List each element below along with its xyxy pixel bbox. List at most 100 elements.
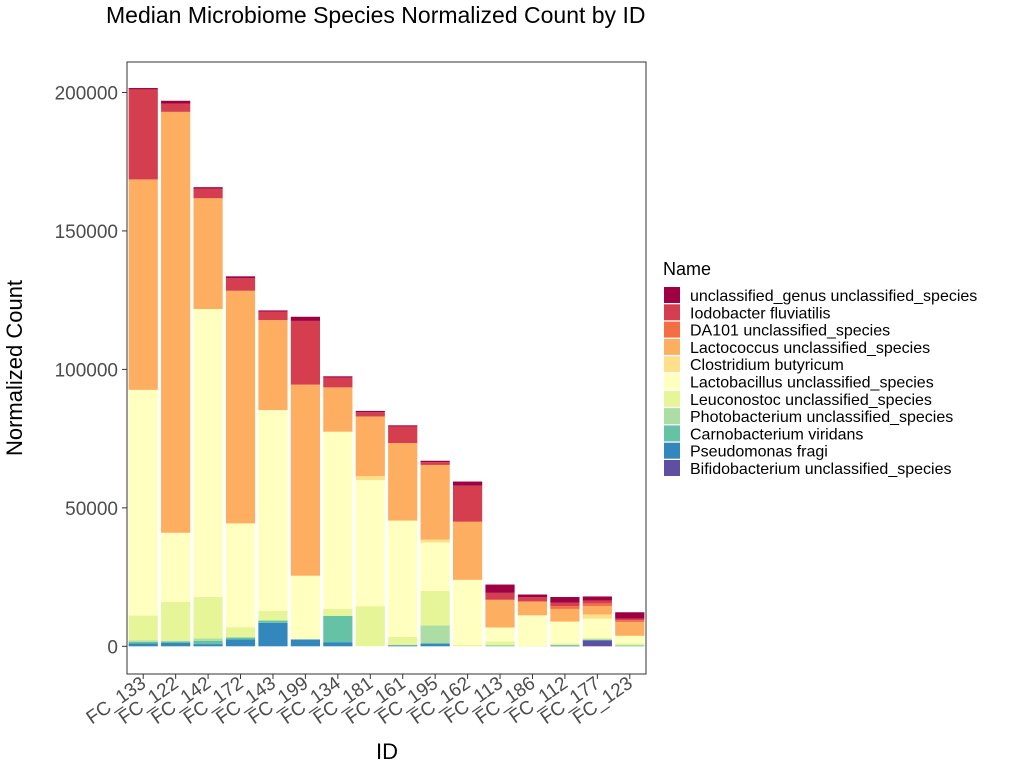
bar-segment <box>225 290 256 524</box>
legend-label: Bifidobacterium unclassified_species <box>690 461 951 478</box>
bar-segment <box>193 198 223 310</box>
bar-segment <box>420 460 450 463</box>
bar-segment <box>161 602 191 641</box>
bar-segment <box>258 311 288 321</box>
bar-segment <box>420 590 450 626</box>
bar-segment <box>355 480 385 607</box>
bar-segment <box>615 645 645 647</box>
bar-segment <box>193 644 223 647</box>
y-axis-label: Normalized Count <box>2 280 27 456</box>
legend-label: Leuconostoc unclassified_species <box>690 392 932 409</box>
bar-segment <box>225 627 256 637</box>
bar-segment <box>161 640 191 642</box>
bar-segment <box>582 639 612 641</box>
bar-segment <box>420 462 450 465</box>
bar-segment <box>582 640 612 647</box>
bar-segment <box>615 620 645 622</box>
bar-segment <box>550 621 580 622</box>
bar-segment <box>258 310 288 312</box>
bar-segment <box>355 410 385 413</box>
bar-segment <box>582 638 612 640</box>
bar-segment <box>128 640 158 642</box>
legend-label: Pseudomonas fragi <box>690 444 828 461</box>
bar-segment <box>582 618 612 638</box>
plot-panel-border <box>126 61 647 675</box>
bar-segment <box>355 606 385 647</box>
legend-key <box>664 390 680 407</box>
bar-segment <box>485 641 515 646</box>
y-axis: 0 50000 100000 150000 200000 <box>55 83 127 658</box>
bar-segment <box>128 88 158 90</box>
bar-segment <box>193 309 223 598</box>
bar-segment <box>290 320 320 385</box>
bar-segment <box>258 610 288 621</box>
bar-segment <box>258 410 288 611</box>
bar-segment <box>485 599 515 628</box>
bar-segment <box>485 592 515 600</box>
bar-segment <box>517 645 548 647</box>
bar-segment <box>453 485 483 522</box>
y-tick-label: 50000 <box>65 499 118 520</box>
legend-title: Name <box>663 259 711 279</box>
bar-segment <box>517 615 548 646</box>
bar-segment <box>161 532 191 602</box>
bar-segment <box>323 615 353 643</box>
bar-segment <box>128 389 158 616</box>
bar-segment <box>290 316 320 321</box>
bar-segment <box>550 645 580 647</box>
bar-segment <box>225 639 256 647</box>
bar-segment <box>258 620 288 623</box>
bar-segment <box>193 187 223 189</box>
bar-segment <box>225 636 256 638</box>
bar-segment <box>323 608 353 616</box>
bar-segment <box>615 635 645 644</box>
legend-key <box>664 356 680 373</box>
bar-segment <box>615 612 645 619</box>
legend-label: Clostridium butyricum <box>690 357 844 374</box>
bar-segment <box>161 111 191 533</box>
bar-segment <box>388 443 418 521</box>
bar-segment <box>161 100 191 104</box>
legend-key <box>664 304 680 321</box>
bar-segment <box>550 621 580 644</box>
bar-segment <box>420 643 450 647</box>
bar-segment <box>193 597 223 639</box>
bar-segment <box>485 627 515 642</box>
bar-segment <box>323 642 353 647</box>
bar-segment <box>388 636 418 646</box>
bar-segment <box>258 320 288 411</box>
bar-segment <box>582 603 612 607</box>
bar-segment <box>128 179 158 390</box>
bar-segment <box>128 615 158 641</box>
bar-segment <box>355 412 385 417</box>
bar-segment <box>582 606 612 615</box>
legend-key <box>664 338 680 355</box>
legend-label: Iodobacter fluviatilis <box>690 305 831 322</box>
bar-segment <box>193 188 223 199</box>
bar-segment <box>388 520 418 637</box>
bar-segment <box>615 643 645 646</box>
legend-label: DA101 unclassified_species <box>690 323 890 340</box>
bar-segment <box>161 641 191 643</box>
legend-key <box>664 460 680 476</box>
bar-segment <box>323 376 353 378</box>
bar-segment <box>420 464 450 540</box>
y-tick-label: 200000 <box>55 83 118 104</box>
bar-segment <box>290 384 320 576</box>
bar-segment <box>420 539 450 543</box>
bar-segment <box>485 584 515 593</box>
bar-segment <box>355 416 385 476</box>
y-tick-label: 150000 <box>55 222 118 243</box>
bar-segment <box>161 103 191 112</box>
bar-segment <box>128 641 158 644</box>
y-tick-label: 0 <box>107 637 118 658</box>
bar-segment <box>258 622 288 647</box>
bar-segment <box>225 276 256 279</box>
bar-segment <box>290 575 320 640</box>
legend-label: Carnobacterium viridans <box>690 426 863 443</box>
bar-segment <box>550 643 580 646</box>
bar-segment <box>582 614 612 619</box>
bar-segment <box>453 644 483 647</box>
bar-segment <box>517 601 548 616</box>
bar-segment <box>517 594 548 598</box>
